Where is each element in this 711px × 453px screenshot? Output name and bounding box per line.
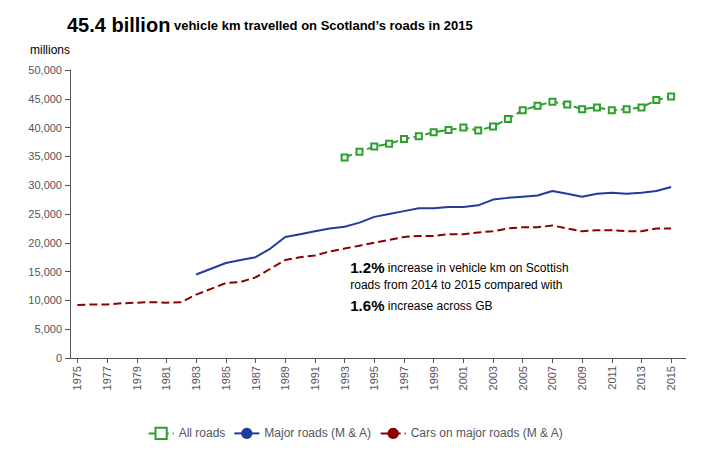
svg-text:35,000: 35,000 xyxy=(28,150,62,162)
svg-text:1989: 1989 xyxy=(279,366,291,390)
svg-text:1987: 1987 xyxy=(250,366,262,390)
svg-text:1999: 1999 xyxy=(428,366,440,390)
svg-text:1975: 1975 xyxy=(71,366,83,390)
svg-text:1981: 1981 xyxy=(160,366,172,390)
svg-text:1.6%: 1.6% xyxy=(350,297,384,314)
svg-text:45,000: 45,000 xyxy=(28,93,62,105)
svg-text:20,000: 20,000 xyxy=(28,237,62,249)
svg-text:1997: 1997 xyxy=(398,366,410,390)
svg-text:Cars on major roads (M & A): Cars on major roads (M & A) xyxy=(411,426,563,440)
svg-text:2015: 2015 xyxy=(665,366,677,390)
svg-text:2007: 2007 xyxy=(546,366,558,390)
svg-text:15,000: 15,000 xyxy=(28,266,62,278)
svg-text:increase across GB: increase across GB xyxy=(384,299,492,313)
svg-text:2003: 2003 xyxy=(487,366,499,390)
svg-text:1983: 1983 xyxy=(190,366,202,390)
svg-text:50,000: 50,000 xyxy=(28,64,62,76)
svg-text:All roads: All roads xyxy=(179,426,226,440)
svg-text:2001: 2001 xyxy=(457,366,469,390)
svg-text:45.4 billion: 45.4 billion xyxy=(67,14,170,36)
svg-text:1993: 1993 xyxy=(339,366,351,390)
svg-text:Major roads (M & A): Major roads (M & A) xyxy=(264,426,371,440)
svg-text:1995: 1995 xyxy=(368,366,380,390)
svg-text:25,000: 25,000 xyxy=(28,208,62,220)
svg-text:2013: 2013 xyxy=(635,366,647,390)
svg-text:1977: 1977 xyxy=(101,366,113,390)
svg-text:increase in vehicle km on Scot: increase in vehicle km on Scottish xyxy=(384,261,568,275)
svg-text:roads from 2014 to 2015 compar: roads from 2014 to 2015 compared with xyxy=(350,278,562,292)
svg-text:1985: 1985 xyxy=(220,366,232,390)
svg-text:millions: millions xyxy=(30,43,70,57)
svg-text:1979: 1979 xyxy=(131,366,143,390)
svg-text:5,000: 5,000 xyxy=(34,323,62,335)
svg-text:2011: 2011 xyxy=(606,366,618,390)
svg-text:2009: 2009 xyxy=(576,366,588,390)
svg-text:vehicle km travelled on Scotla: vehicle km travelled on Scotland’s roads… xyxy=(170,18,472,33)
svg-text:1991: 1991 xyxy=(309,366,321,390)
svg-text:10,000: 10,000 xyxy=(28,294,62,306)
svg-text:1.2%: 1.2% xyxy=(350,259,384,276)
svg-text:40,000: 40,000 xyxy=(28,122,62,134)
svg-text:0: 0 xyxy=(56,352,62,364)
svg-text:2005: 2005 xyxy=(517,366,529,390)
svg-text:30,000: 30,000 xyxy=(28,179,62,191)
